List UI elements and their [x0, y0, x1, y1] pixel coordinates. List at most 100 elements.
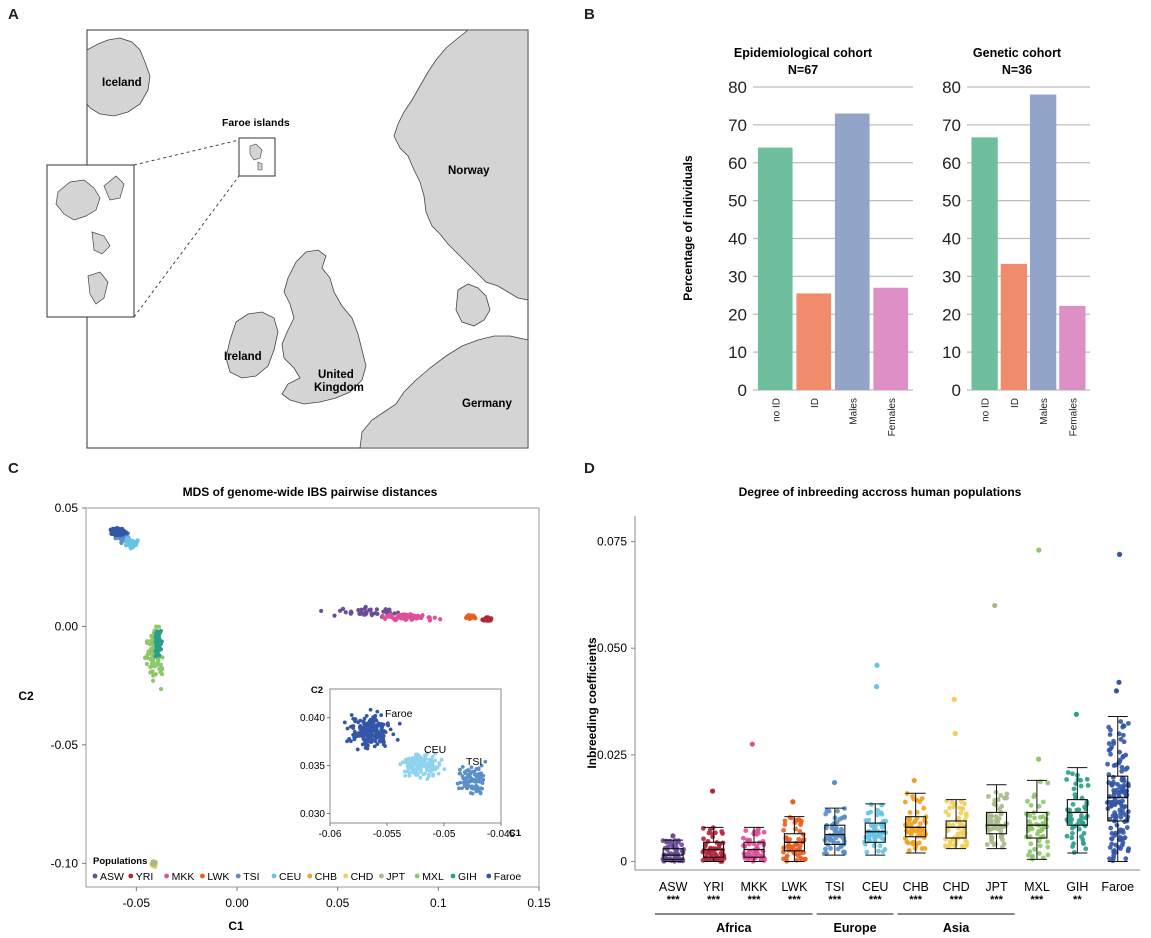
data-point — [950, 822, 956, 828]
inset-point — [381, 729, 386, 733]
box-yri: YRI*** — [700, 788, 727, 906]
data-point — [986, 794, 991, 799]
legend-item-chb: CHB — [307, 871, 337, 883]
data-point — [783, 855, 789, 861]
data-point — [945, 821, 951, 827]
y-tick-label: 0.05 — [55, 501, 79, 515]
data-point — [1106, 724, 1112, 730]
y-tick-label: 70 — [942, 116, 961, 135]
x-tick-label: -0.05 — [123, 896, 151, 910]
inset-x-tick-label: -0.045 — [487, 829, 516, 840]
legend-label: MXL — [422, 871, 444, 883]
mds-point — [124, 530, 129, 536]
data-point — [1027, 819, 1032, 824]
y-tick-label: 60 — [942, 154, 961, 173]
data-point — [963, 811, 969, 817]
inset-point — [379, 734, 384, 738]
data-point — [827, 837, 833, 843]
data-point — [1117, 749, 1123, 755]
data-point — [1106, 780, 1112, 786]
data-point — [912, 818, 918, 824]
legend-swatch — [343, 873, 348, 879]
inset-point — [386, 723, 391, 728]
data-point — [1002, 795, 1007, 801]
chart-subtitle: N=67 — [788, 63, 818, 77]
outlier-point — [952, 730, 958, 737]
significance-label: *** — [667, 894, 681, 906]
inset-point — [364, 721, 369, 726]
inset-point — [347, 737, 351, 741]
mds-point — [420, 613, 425, 618]
data-point — [1082, 804, 1088, 810]
legend-label: CHD — [351, 871, 374, 883]
data-point — [793, 842, 799, 847]
data-point — [958, 810, 964, 816]
box-axes: 0 0.025 0.050 0.075 — [597, 516, 1140, 871]
data-point — [1107, 856, 1112, 862]
inset-point — [424, 757, 429, 761]
data-point — [829, 825, 835, 831]
y-tick-label: 0 — [620, 854, 627, 868]
inset-point — [371, 715, 375, 720]
data-point — [1071, 841, 1076, 847]
inset-point — [356, 731, 361, 736]
x-tick-label: ID — [810, 398, 821, 408]
inset-point — [455, 781, 460, 786]
inset-y-tick-label: 0.035 — [300, 761, 325, 772]
inset-point — [481, 773, 486, 778]
data-point — [793, 826, 798, 832]
group-label: Europe — [834, 921, 877, 935]
inset-point — [363, 745, 368, 750]
inset-point — [442, 767, 447, 772]
inset-point — [369, 724, 374, 729]
inset-point — [374, 730, 379, 734]
data-point — [1120, 754, 1126, 759]
inset-point — [433, 758, 437, 763]
data-point — [1105, 761, 1110, 767]
outlier-point — [1116, 679, 1122, 685]
mds-point — [150, 678, 156, 683]
mds-point — [159, 671, 165, 677]
inset-point — [414, 755, 418, 760]
legend-item-lwk: LWK — [200, 871, 229, 883]
mds-legend: ASW YRI MKK LWK TSI CEU CHB CHD JPT MXL GIH Faroe — [92, 871, 521, 883]
legend-label: CEU — [279, 871, 301, 883]
bar-females — [873, 287, 909, 390]
inset-point — [367, 729, 372, 734]
data-point — [679, 842, 685, 848]
inset-point — [372, 744, 377, 749]
data-point — [902, 799, 908, 805]
data-point — [907, 829, 913, 835]
data-point — [880, 849, 886, 855]
y-tick-label: 30 — [728, 267, 747, 286]
inset-point — [375, 709, 380, 714]
data-point — [1032, 846, 1037, 852]
inset-point — [478, 790, 483, 795]
data-point — [796, 836, 802, 842]
data-point — [904, 839, 910, 845]
inset-y-tick-label: 0.030 — [300, 809, 325, 820]
data-point — [1071, 786, 1077, 792]
inset-point — [373, 718, 377, 723]
inset-annotation-faroe: Faroe — [385, 708, 413, 720]
inset-point — [406, 766, 411, 771]
data-point — [962, 817, 968, 823]
inset-point — [475, 785, 480, 789]
bar-id — [796, 293, 832, 390]
legend-swatch — [307, 873, 313, 879]
data-point — [1111, 848, 1117, 854]
data-point — [1107, 732, 1113, 738]
label-norway: Norway — [448, 165, 490, 177]
bar-females — [1059, 305, 1086, 390]
data-point — [1040, 814, 1046, 820]
mds-point — [156, 662, 161, 667]
data-point — [943, 809, 949, 815]
bar-males — [1029, 94, 1057, 390]
group-europe: Europe — [816, 913, 894, 935]
data-point — [874, 812, 880, 818]
mds-point — [438, 617, 443, 622]
inset-point — [403, 773, 408, 778]
inset-point — [436, 771, 441, 776]
legend-label: CHB — [315, 871, 337, 883]
legend-item-jpt: JPT — [379, 871, 406, 883]
